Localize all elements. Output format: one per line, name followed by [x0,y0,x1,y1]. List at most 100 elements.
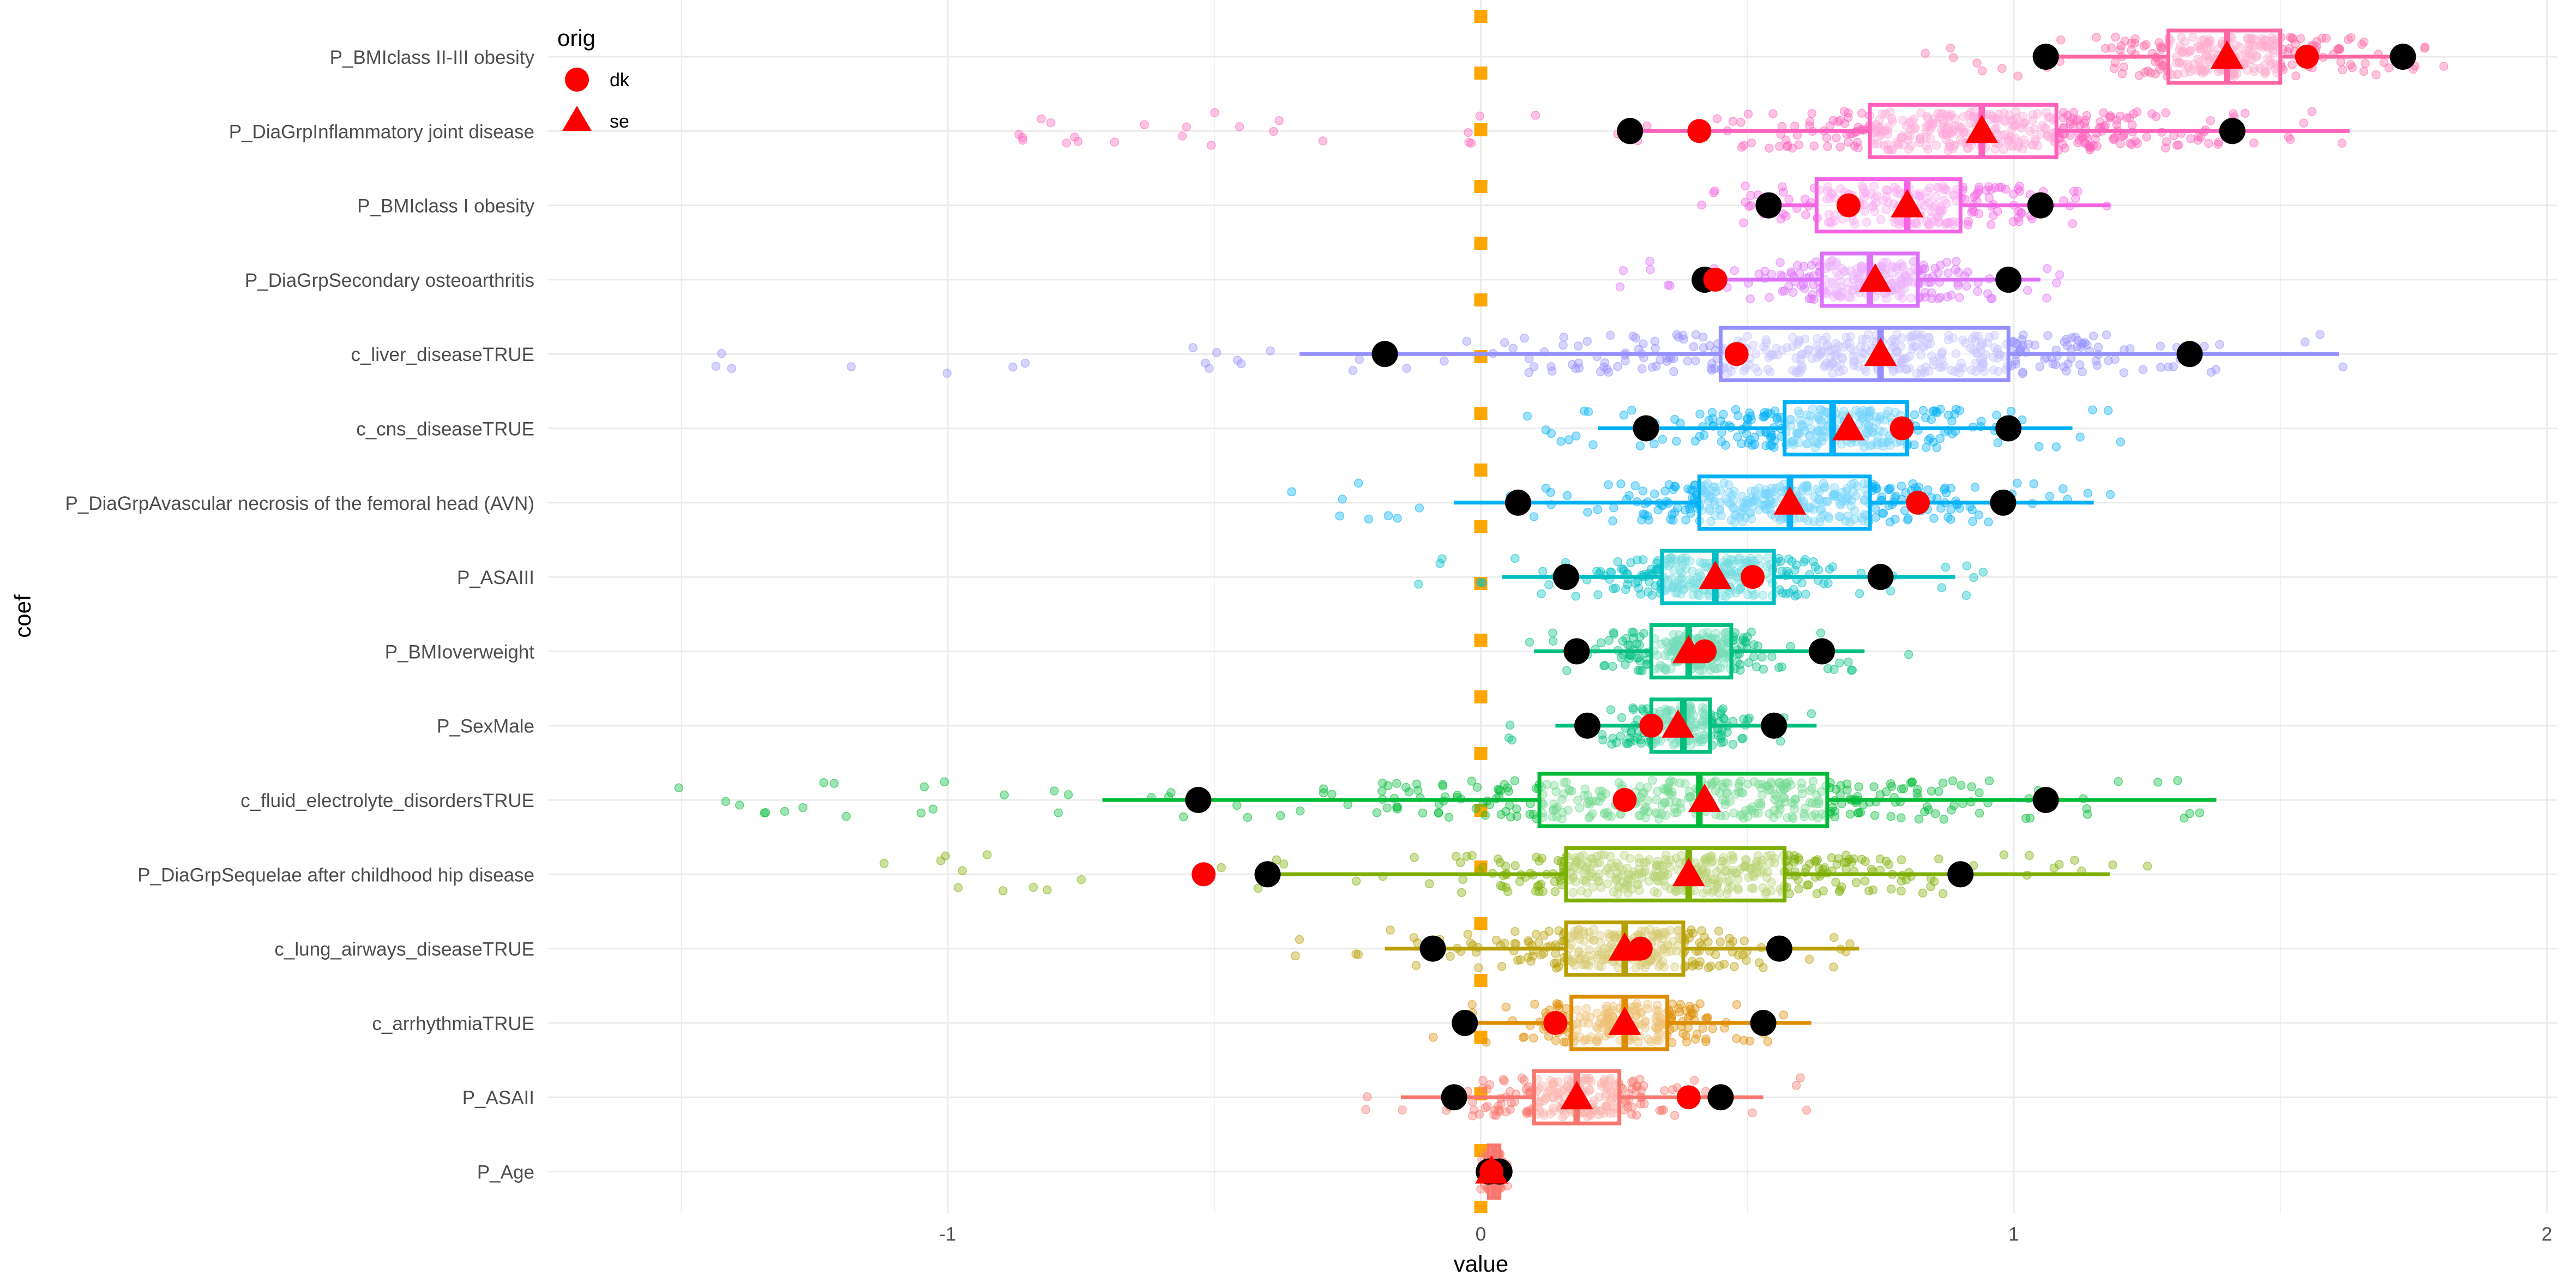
jitter-point [2180,68,2189,78]
jitter-point [2042,108,2051,117]
jitter-point [2075,432,2085,442]
jitter-point [2142,862,2152,871]
jitter-point [1539,931,1549,940]
jitter-point [1805,859,1814,869]
jitter-point [1000,790,1009,800]
jitter-point [1700,932,1710,942]
jitter-point [1353,950,1363,959]
jitter-point [1874,139,1883,149]
jitter-point [1525,637,1534,647]
jitter-point [1409,933,1419,942]
jitter-point [1804,955,1814,964]
jitter-point [1593,505,1603,514]
jitter-point [2198,65,2207,75]
jitter-point [1458,875,1467,884]
jitter-point [1844,292,1853,302]
jitter-point [2156,363,2165,372]
black-estimate-point [1419,935,1446,962]
jitter-point [1621,585,1630,594]
jitter-point [1721,441,1730,450]
jitter-point [1739,366,1749,376]
jitter-point [1999,850,2009,859]
jitter-point [2056,35,2066,45]
y-tick-label: P_SexMale [437,716,534,737]
jitter-point [1761,338,1771,348]
jitter-point [2032,109,2042,118]
jitter-point [798,803,808,812]
jitter-point [1351,876,1361,886]
jitter-point [1212,348,1221,357]
jitter-point [1775,142,1784,151]
jitter-point [1708,414,1718,424]
jitter-point [1769,350,1778,360]
jitter-point [1296,806,1305,816]
jitter-point [1599,661,1609,671]
jitter-point [1978,362,1988,372]
jitter-point [1975,809,1984,818]
jitter-point [1501,862,1510,871]
jitter-point [1810,562,1820,571]
black-estimate-point [1867,564,1894,591]
jitter-point [1822,133,1832,142]
jitter-point [1551,964,1561,973]
jitter-point [1959,112,1968,122]
jitter-point [1605,330,1615,340]
jitter-point [1748,1108,1757,1118]
jitter-point [1730,266,1740,275]
jitter-point [1583,508,1592,517]
jitter-point [1670,414,1680,424]
jitter-point [1471,804,1481,814]
legend-dk-circle-icon [565,68,589,92]
jitter-point [1210,108,1219,117]
jitter-point [1786,267,1796,276]
jitter-point [1858,184,1868,194]
jitter-point [1796,1073,1805,1082]
jitter-point [1990,114,2000,123]
dk-point [1687,119,1712,143]
jitter-point [1943,268,1953,278]
y-tick-label: P_ASAIII [457,567,534,588]
jitter-point [1269,127,1278,136]
jitter-point [2013,478,2022,488]
jitter-point [1562,666,1572,676]
jitter-point [1674,333,1683,342]
jitter-point [1574,358,1583,368]
jitter-point [1364,514,1374,524]
jitter-point [2235,42,2244,52]
jitter-point [1845,809,1855,819]
jitter-point [1691,356,1700,365]
jitter-point [1877,509,1887,518]
jitter-point [1466,139,1476,148]
jitter-point [2337,139,2347,148]
jitter-point [1904,275,1913,285]
dk-point [1676,1085,1701,1110]
jitter-point [1948,776,1958,786]
jitter-point [2055,860,2064,869]
jitter-point [1410,853,1419,862]
jitter-point [1856,342,1865,351]
jitter-point [1529,362,1539,371]
jitter-point [1935,292,1945,302]
jitter-point [2063,341,2072,351]
jitter-point [1629,628,1639,637]
jitter-point [2104,356,2113,365]
jitter-point [1970,483,1980,492]
jitter-point [1835,790,1845,799]
jitter-point [1140,120,1149,129]
jitter-point [1923,186,1933,196]
jitter-point [2030,340,2040,350]
jitter-point [2229,109,2238,118]
jitter-point [1701,1037,1711,1046]
jitter-point [2011,107,2020,116]
jitter-point [1972,58,1982,68]
jitter-point [1632,639,1641,649]
jitter-point [1941,562,1951,572]
jitter-point [2025,127,2035,136]
jitter-point [1683,356,1693,366]
jitter-point [1894,291,1904,300]
jitter-point [1842,779,1852,789]
jitter-point [1793,590,1802,599]
jitter-point [1613,362,1622,371]
jitter-point [2126,139,2135,148]
jitter-point [1538,887,1548,896]
